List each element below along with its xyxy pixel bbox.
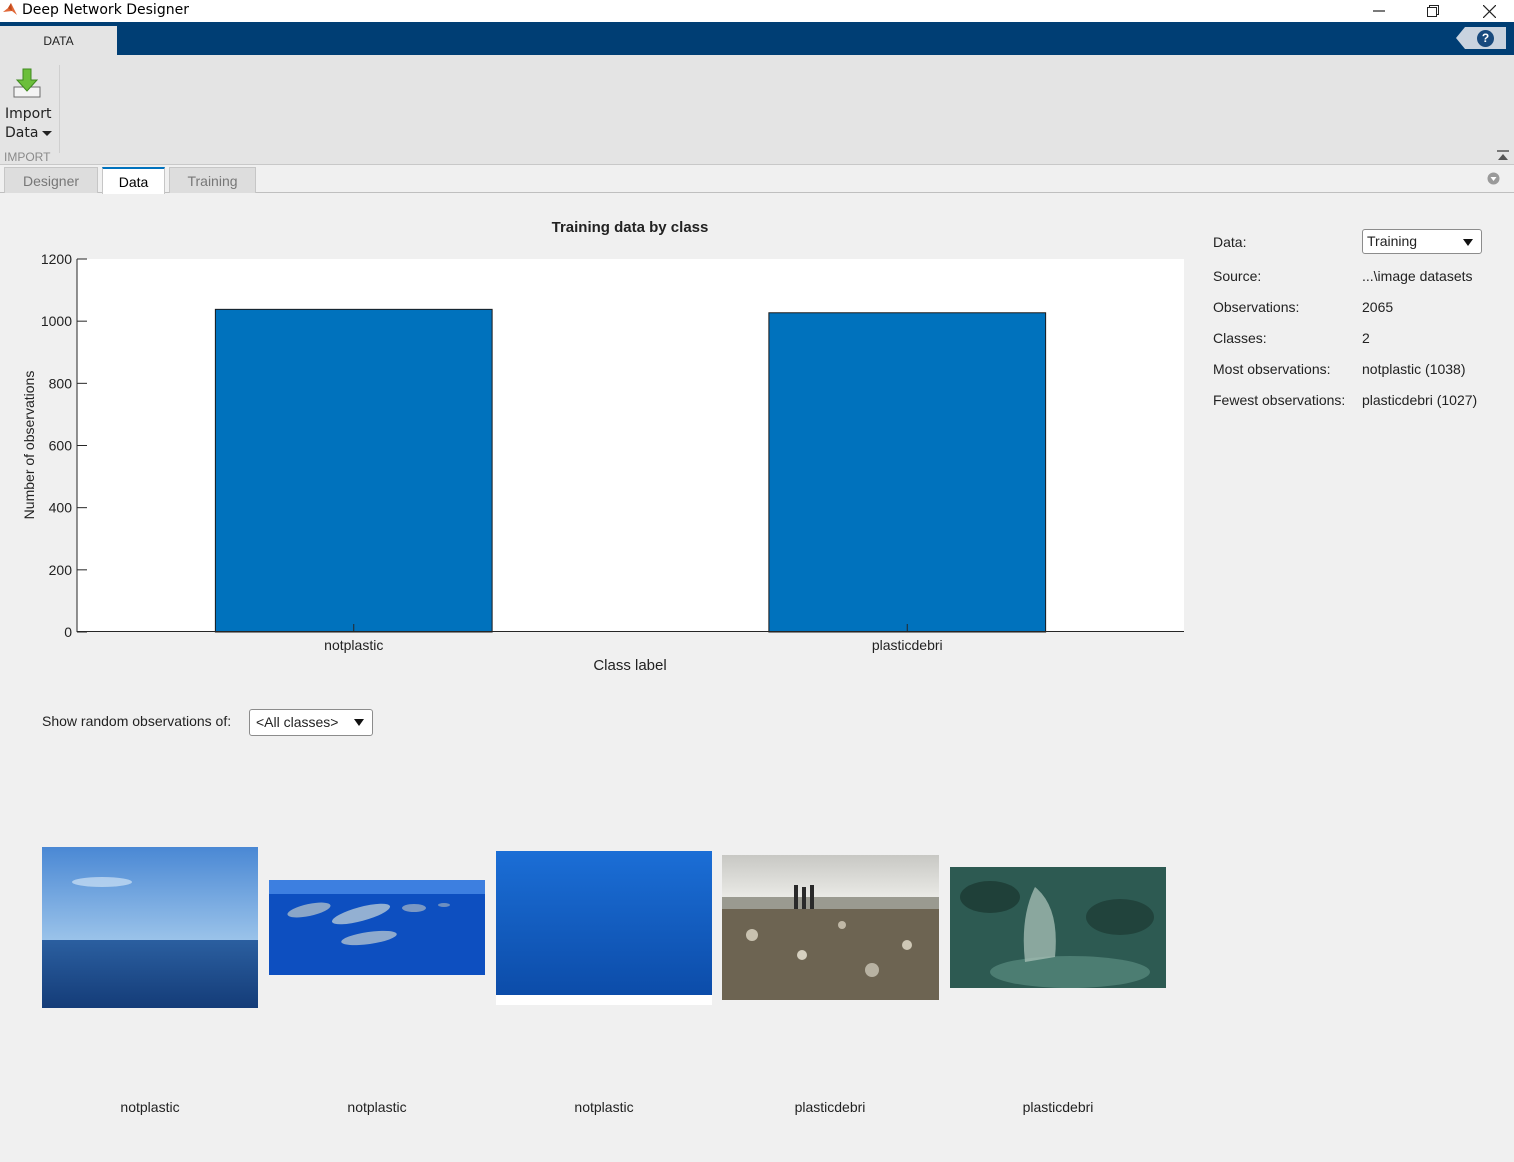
x-tick-label: plasticdebri bbox=[872, 637, 943, 653]
class-select-value: <All classes> bbox=[256, 714, 339, 730]
deep-water-image bbox=[496, 851, 712, 1005]
data-select[interactable]: Training bbox=[1362, 229, 1482, 254]
sample-label: notplastic bbox=[574, 1099, 634, 1115]
import-section-label: IMPORT bbox=[4, 150, 51, 164]
close-icon bbox=[1482, 4, 1496, 18]
x-axis-label: Class label bbox=[593, 657, 666, 674]
tab-data[interactable]: Data bbox=[102, 167, 165, 194]
sample-image-open-sea bbox=[42, 847, 258, 1008]
y-tick-label: 800 bbox=[49, 375, 73, 391]
tab-designer[interactable]: Designer bbox=[4, 167, 98, 193]
dropdown-arrow-icon bbox=[354, 719, 364, 726]
source-value: ...\image datasets bbox=[1362, 268, 1473, 284]
bar-chart-svg: Training data by class Class label Numbe… bbox=[21, 219, 1184, 674]
dolphins-image bbox=[269, 880, 485, 975]
observations-value: 2065 bbox=[1362, 299, 1394, 315]
class-select[interactable]: <All classes> bbox=[249, 709, 373, 736]
source-label: Source: bbox=[1213, 268, 1262, 284]
minimize-icon bbox=[1373, 10, 1385, 12]
sample-image-deep-water bbox=[496, 851, 712, 1005]
y-tick-label: 400 bbox=[49, 500, 73, 516]
fewest-observations-value: plasticdebri (1027) bbox=[1362, 392, 1478, 408]
restore-button[interactable] bbox=[1410, 0, 1456, 22]
sample-image-dolphins bbox=[269, 880, 485, 975]
import-label-line1: Import bbox=[5, 106, 52, 122]
most-observations-label: Most observations: bbox=[1213, 361, 1331, 377]
sample-label: plasticdebri bbox=[1022, 1099, 1094, 1115]
tab-training[interactable]: Training bbox=[169, 167, 256, 193]
dropdown-arrow-icon bbox=[1463, 239, 1473, 246]
sample-image-plastic-seafloor bbox=[950, 867, 1166, 988]
import-data-label: Import Data bbox=[5, 105, 53, 143]
import-down-arrow-icon bbox=[13, 68, 41, 98]
y-tick-label: 0 bbox=[64, 624, 72, 640]
restore-icon bbox=[1427, 5, 1439, 17]
y-tick-label: 1200 bbox=[41, 251, 72, 267]
most-observations-value: notplastic (1038) bbox=[1362, 361, 1466, 377]
ribbon-tab-data[interactable]: DATA bbox=[0, 26, 117, 55]
beach-plastic-image bbox=[722, 855, 939, 1000]
collapse-toolstrip-icon[interactable] bbox=[1496, 149, 1510, 163]
section-divider bbox=[59, 65, 60, 153]
import-label-line2: Data bbox=[5, 125, 39, 141]
sample-label: plasticdebri bbox=[794, 1099, 866, 1115]
show-random-label: Show random observations of: bbox=[42, 713, 232, 729]
data-select-value: Training bbox=[1367, 233, 1418, 249]
close-button[interactable] bbox=[1466, 0, 1512, 22]
minimize-button[interactable] bbox=[1356, 0, 1402, 22]
document-tab-strip: Designer Data Training bbox=[0, 166, 1514, 194]
classes-label: Classes: bbox=[1213, 330, 1267, 346]
bar-plasticdebri bbox=[768, 312, 1047, 633]
help-icon: ? bbox=[1477, 29, 1494, 47]
bar-notplastic bbox=[214, 308, 493, 633]
fewest-observations-label: Fewest observations: bbox=[1213, 392, 1346, 408]
window-title: Deep Network Designer bbox=[22, 2, 189, 18]
sample-label: notplastic bbox=[347, 1099, 407, 1115]
ribbon-tab-strip: DATA ? bbox=[0, 22, 1514, 55]
matlab-logo-icon bbox=[3, 3, 17, 15]
training-data-chart: Training data by class Class label Numbe… bbox=[0, 193, 1200, 693]
x-tick-label: notplastic bbox=[324, 637, 383, 653]
toolstrip: Import Data IMPORT bbox=[0, 55, 1514, 165]
dropdown-caret-icon bbox=[42, 130, 53, 136]
y-tick-label: 200 bbox=[49, 562, 73, 578]
data-label: Data: bbox=[1213, 234, 1247, 250]
import-data-button[interactable]: Import Data bbox=[2, 63, 56, 145]
help-button[interactable]: ? bbox=[1456, 27, 1506, 49]
y-axis-label: Number of observations bbox=[21, 371, 37, 520]
y-tick-label: 1000 bbox=[41, 313, 72, 329]
panel-options-icon[interactable] bbox=[1487, 172, 1500, 185]
y-tick-label: 600 bbox=[49, 438, 73, 454]
sample-label: notplastic bbox=[120, 1099, 180, 1115]
sea-horizon-image bbox=[42, 847, 258, 1008]
dataset-info-panel: Data: Training Source: ...\image dataset… bbox=[1213, 228, 1503, 418]
sample-image-beach-waste bbox=[722, 855, 939, 1000]
chart-title: Training data by class bbox=[552, 219, 709, 236]
observations-label: Observations: bbox=[1213, 299, 1300, 315]
plastic-bag-seafloor-image bbox=[950, 867, 1166, 988]
classes-value: 2 bbox=[1362, 330, 1370, 346]
title-bar: Deep Network Designer bbox=[0, 0, 1514, 22]
